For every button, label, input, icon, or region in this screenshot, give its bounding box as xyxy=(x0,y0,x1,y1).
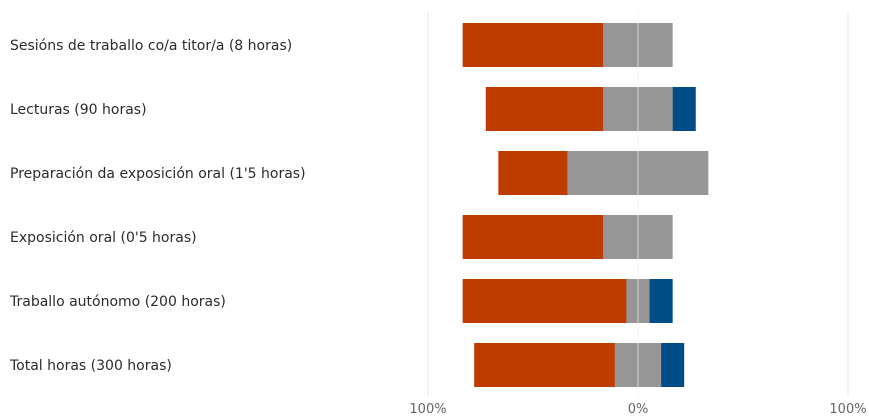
category-label: Lecturas (90 horas) xyxy=(10,102,147,118)
category-label: Preparación da exposición oral (1'5 hora… xyxy=(10,166,306,182)
x-axis-ticks: 100% 0% 100% xyxy=(409,402,866,417)
bar-neg-1 xyxy=(485,87,604,131)
category-label: Sesións de traballo co/a titor/a (8 hora… xyxy=(10,38,292,54)
bar-neg-0 xyxy=(462,23,604,67)
bars xyxy=(462,12,709,396)
category-labels: Sesións de traballo co/a titor/a (8 hora… xyxy=(9,38,306,374)
bar-neg-2 xyxy=(498,151,568,195)
category-label: Total horas (300 horas) xyxy=(9,358,172,374)
x-tick-label: 100% xyxy=(829,402,866,417)
category-label: Traballo autónomo (200 horas) xyxy=(9,294,226,310)
bar-pos-1 xyxy=(672,87,696,131)
category-label: Exposición oral (0'5 horas) xyxy=(10,230,197,246)
bar-neg-3 xyxy=(462,215,604,259)
bar-neg-5 xyxy=(474,343,615,387)
bar-pos-4 xyxy=(649,279,673,323)
bar-pos-5 xyxy=(661,343,685,387)
x-tick-label: 0% xyxy=(628,402,649,417)
x-tick-label: 100% xyxy=(409,402,446,417)
bar-neg-4 xyxy=(462,279,627,323)
